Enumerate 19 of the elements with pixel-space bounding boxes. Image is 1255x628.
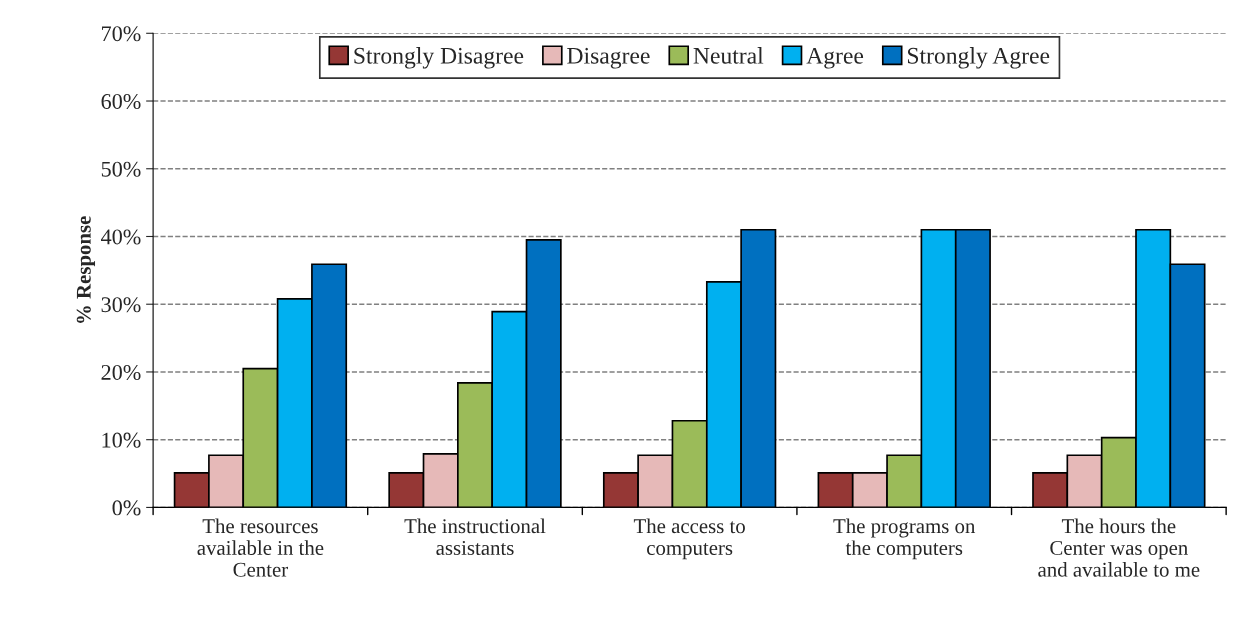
x-tick-label: The access to computers xyxy=(633,518,745,560)
x-tick-label: The hours the Center was open and available to me xyxy=(1038,518,1200,577)
y-tick-label: 20% xyxy=(101,364,141,380)
x-tick-label: The programs on the computers xyxy=(833,518,976,560)
y-axis-title: % Response xyxy=(76,216,96,323)
y-tick-label: 50% xyxy=(101,161,141,177)
legend-label: Neutral xyxy=(693,47,764,64)
x-tick-label: The resources available in the Center xyxy=(197,518,324,577)
legend-label: Strongly Agree xyxy=(907,47,1050,69)
legend-label: Agree xyxy=(806,47,864,69)
y-tick-label: 70% xyxy=(102,26,141,42)
y-tick-label: 0% xyxy=(112,500,141,516)
y-tick-label: 40% xyxy=(101,229,141,245)
y-tick-label: 30% xyxy=(101,297,141,313)
legend-label: Disagree xyxy=(567,47,650,69)
x-tick-label: The instructional assistants xyxy=(404,518,546,555)
legend-label: Strongly Disagree xyxy=(354,47,524,69)
y-tick-label: 10% xyxy=(102,432,141,448)
y-tick-label: 60% xyxy=(101,93,141,110)
